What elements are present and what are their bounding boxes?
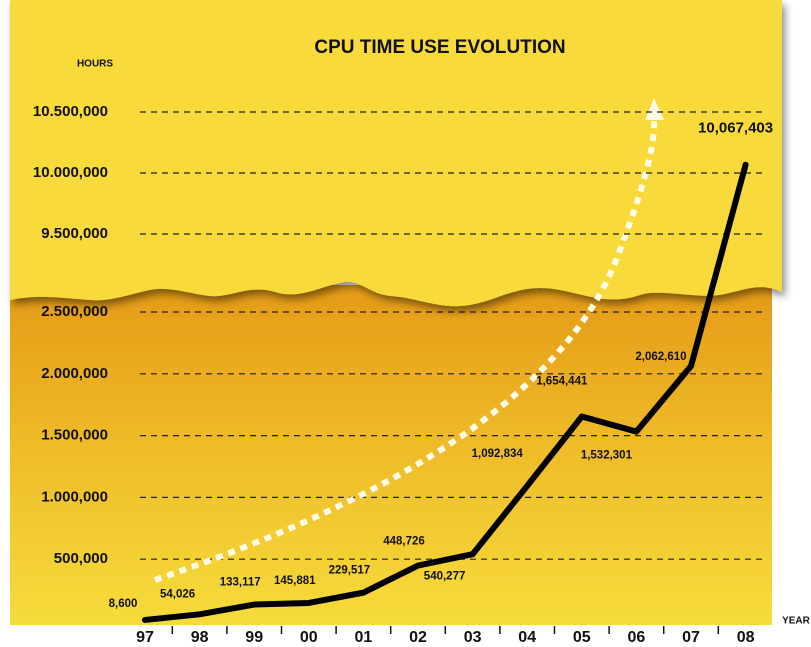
- trend-arrow: [154, 117, 658, 583]
- value-label: 229,517: [329, 565, 371, 577]
- x-tick-label: 01: [355, 629, 373, 646]
- x-tick-label: 06: [628, 629, 646, 646]
- y-tick-label: 9.500,000: [41, 225, 108, 242]
- x-tick-label: 04: [518, 629, 536, 646]
- data-line: [142, 161, 749, 623]
- value-label: 145,881: [274, 575, 316, 587]
- y-tick-label: 10.000,000: [33, 164, 108, 181]
- value-label: 133,117: [220, 577, 261, 589]
- y-tick-label: 1.500,000: [41, 427, 108, 444]
- upper-panel: [10, 0, 782, 307]
- value-label: 540,277: [424, 570, 466, 582]
- y-tick-label: 10.500,000: [33, 103, 108, 120]
- value-label: 2,062,610: [635, 351, 686, 363]
- x-tick-label: 03: [464, 629, 482, 646]
- value-label: 1,532,301: [581, 450, 633, 462]
- x-tick-label: 97: [136, 629, 154, 646]
- x-tick-label: 05: [573, 629, 591, 646]
- grid: [140, 311, 762, 560]
- value-label: 10,067,403: [698, 120, 773, 137]
- y-tick-label: 2.500,000: [41, 303, 108, 320]
- x-tick-label: 00: [300, 629, 318, 646]
- lower-panel: [10, 285, 772, 625]
- trend-arrow-head: [645, 98, 664, 120]
- x-tick-label: 02: [409, 629, 427, 646]
- x-tick-label: 07: [682, 629, 700, 646]
- value-label: 54,026: [160, 588, 195, 600]
- value-label: 1,654,441: [536, 376, 588, 388]
- x-tick-label: 08: [737, 629, 755, 646]
- y-tick-label: 2.000,000: [41, 365, 108, 382]
- x-tick-label: 99: [245, 629, 263, 646]
- x-axis-label: YEAR: [782, 616, 811, 627]
- y-tick-label: 1.000,000: [41, 488, 108, 505]
- y-tick-label: 500,000: [54, 550, 108, 567]
- value-label: 8,600: [109, 598, 138, 610]
- x-tick-label: 98: [191, 629, 209, 646]
- value-label: 1,092,834: [472, 448, 524, 460]
- value-label: 448,726: [383, 536, 425, 548]
- chart-title: CPU TIME USE EVOLUTION: [314, 37, 565, 58]
- y-axis-label: HOURS: [77, 59, 113, 70]
